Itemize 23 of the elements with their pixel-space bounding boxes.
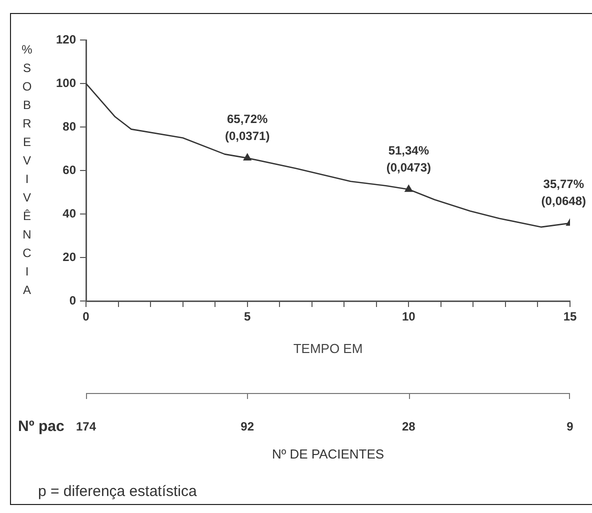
- text: p = diferença estatística: [38, 483, 198, 500]
- text: Nº pac: [18, 418, 64, 436]
- text: Nº DE PACIENTES: [272, 446, 384, 462]
- x-tick-label: 10: [402, 310, 416, 324]
- y-tick-label: 0: [69, 293, 76, 308]
- y-tick-label: 100: [56, 76, 76, 90]
- y-tick-label: 120: [56, 32, 76, 46]
- y-tick-label: 80: [62, 119, 76, 134]
- annotation: 51,34% (0,0473): [386, 143, 432, 174]
- annotation: 35,77% (0,0648): [541, 177, 586, 208]
- x-tick-label: 0: [82, 310, 90, 324]
- text: 28: [402, 419, 416, 434]
- y-tick-label: 40: [62, 206, 76, 220]
- x-tick-label: 5: [244, 310, 252, 324]
- y-tick-label: 60: [62, 162, 76, 177]
- y-tick-label: 20: [62, 250, 76, 264]
- text: 9: [566, 419, 574, 434]
- annotation: 65,72% (0,0371): [224, 112, 270, 144]
- text: %SOBREVIVÊNCIA: [22, 42, 32, 298]
- text: 92: [240, 419, 254, 434]
- x-tick-label: 15: [563, 310, 577, 324]
- x-axis-title: TEMPO EM: [293, 340, 363, 356]
- text: 174: [76, 419, 96, 434]
